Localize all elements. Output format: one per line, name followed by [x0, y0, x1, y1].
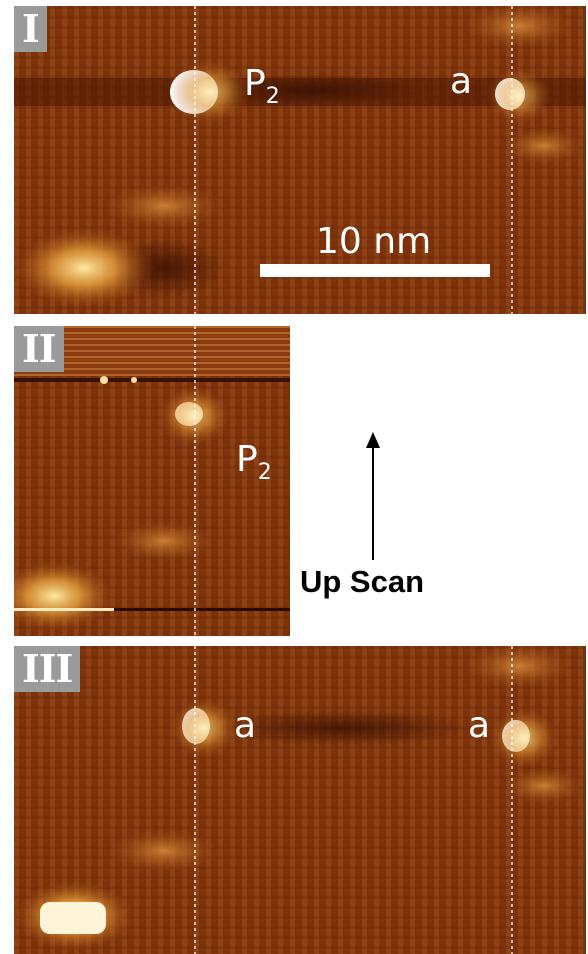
stm-panel-3: III a a [14, 646, 586, 954]
stm-image-3 [14, 646, 586, 954]
panel-label-3: III [14, 646, 81, 692]
scale-bar-label: 10 nm [316, 221, 432, 262]
scan-direction-label: Up Scan [300, 564, 425, 599]
panel-label-1: I [14, 6, 47, 52]
adatom-label-a: a [468, 705, 491, 746]
molecule-label-p2: P2 [236, 439, 272, 486]
adatom-label-a: a [450, 61, 473, 102]
molecule-label-p2: P2 [244, 63, 280, 110]
scale-bar [260, 264, 490, 277]
adatom-label-a: a [234, 705, 257, 746]
stm-panel-2: II P2 [14, 326, 290, 636]
stm-image-1 [14, 6, 586, 314]
panel-label-2: II [14, 326, 64, 372]
stm-panel-1: I P2 a 10 nm [14, 6, 586, 314]
up-arrow-icon [366, 432, 380, 560]
